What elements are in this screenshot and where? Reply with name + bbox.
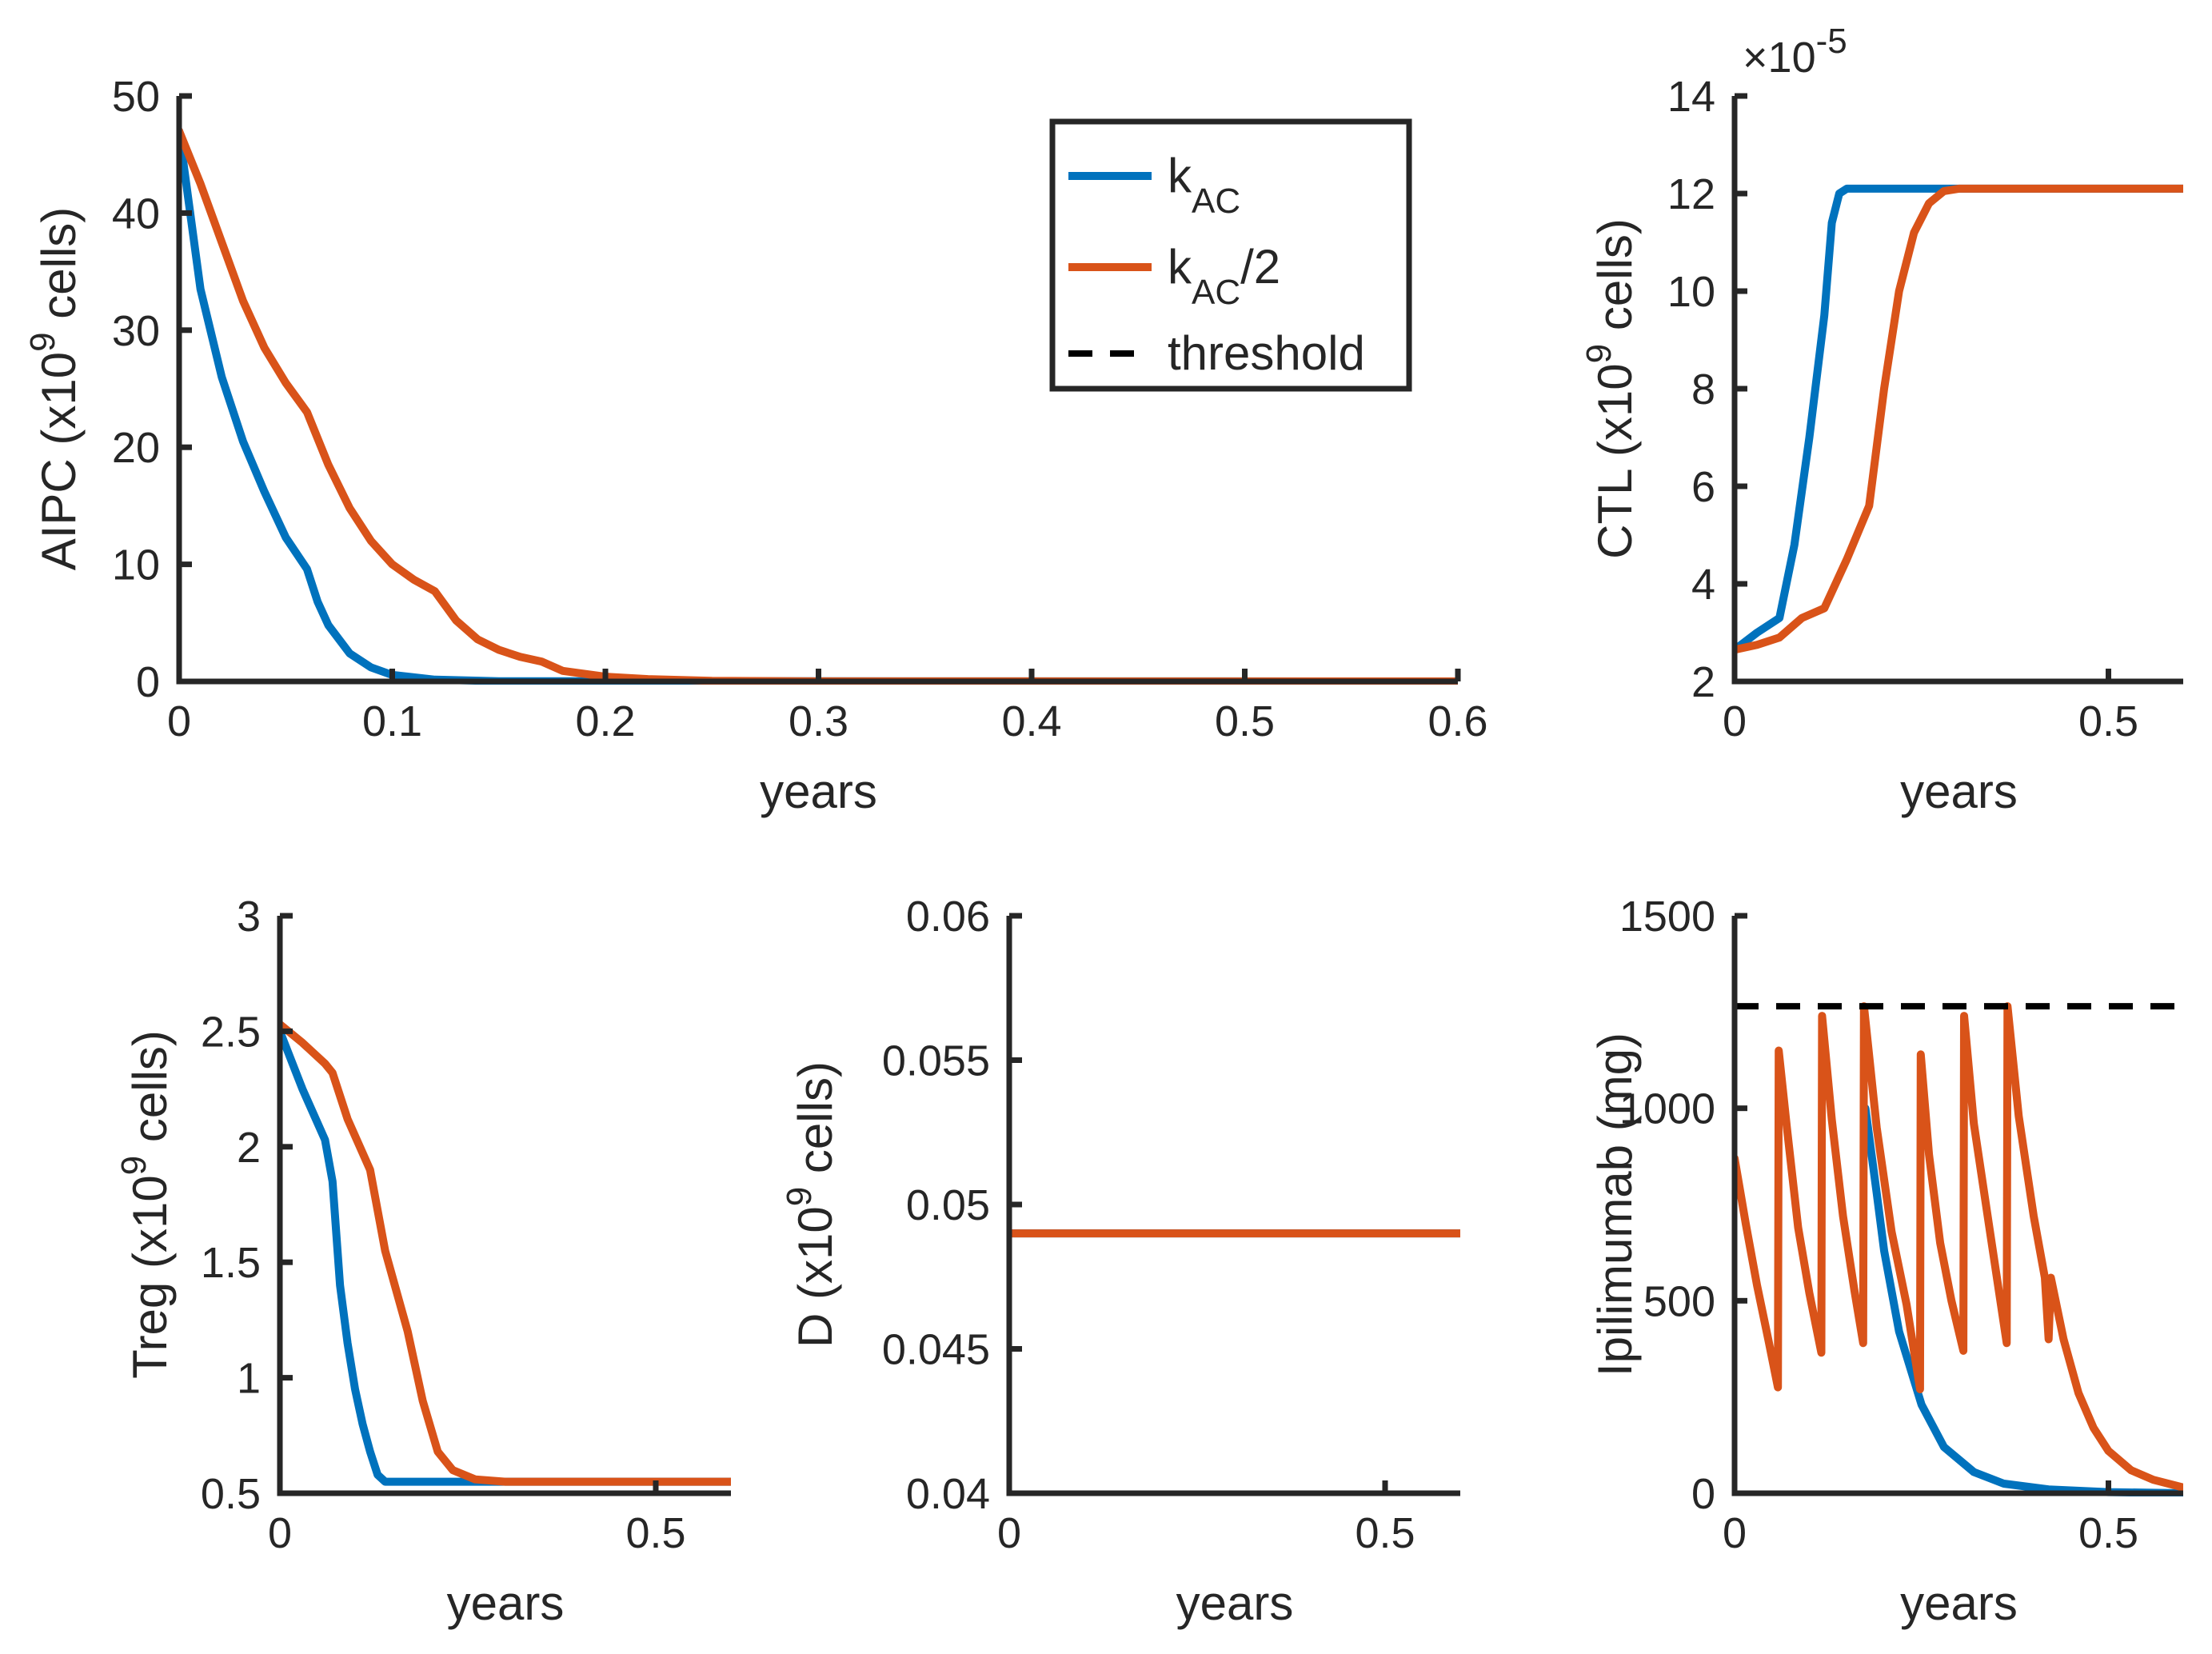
x-tick-label: 0.6 [1427,697,1487,745]
y-axis-label: Ipilimumab (mg) [1588,1033,1642,1376]
y-tick-label: 4 [1691,561,1715,609]
y-tick-label: 14 [1667,73,1715,121]
y-tick-label: 50 [112,73,160,121]
x-axis-label: years [760,765,877,818]
y-tick-label: 0.045 [882,1326,990,1374]
chart-d: 0 0.5 0.04 0.045 0.05 0.055 0.06 years D (x109 c… [780,893,1460,1630]
legend-box [1049,118,1412,392]
x-tick-label: 0 [1723,697,1747,745]
x-tick-label: 0 [268,1509,292,1557]
x-tick-label: 0.2 [575,697,635,745]
x-tick-label: 0.5 [1215,697,1275,745]
chart-ipi: 0 0.5 0 500 1000 1500 years Ipilimumab (mg) [1588,893,2183,1630]
legend: kAC kAC/2 threshold [1049,118,1412,392]
series-line-treg-0 [280,1027,731,1486]
x-tick-label: 0.4 [1001,697,1061,745]
y-tick-label: 10 [112,541,160,589]
y-tick-label: 20 [112,424,160,472]
x-tick-label: 0.3 [789,697,848,745]
y-tick-label: 3 [237,893,261,941]
x-tick-label: 0.5 [2078,697,2138,745]
x-axis-label: years [447,1576,565,1630]
x-tick-label: 0.5 [2078,1509,2138,1557]
y-axis-label: AIPC (x109 cells) [23,207,86,571]
y-tick-label: 2 [237,1124,261,1172]
y-tick-label: 0.05 [906,1181,990,1229]
y-tick-label: 30 [112,307,160,355]
y-tick-label: 0 [1691,1470,1715,1518]
x-tick-label: 0.5 [625,1509,685,1557]
y-tick-label: 0 [136,658,160,706]
series-line-aipc-1 [179,126,1458,685]
y-tick-label: 1 [237,1355,261,1403]
chart-ctl: 0 0.5 2 4 6 8 10 12 14 years CTL (x109 cells) ×10-5 [1579,22,2183,818]
y-axis-label: Treg (x109 cells) [114,1030,177,1379]
legend-label: threshold [1168,326,1365,380]
y-tick-label: 0.055 [882,1037,990,1085]
series-line-ipi-1 [1735,1002,2183,1492]
y-tick-label: 2 [1691,658,1715,706]
y-tick-label: 0.06 [906,893,990,941]
y-tick-label: 6 [1691,463,1715,511]
y-tick-label: 1500 [1619,893,1715,941]
y-axis-label: D (x109 cells) [780,1061,842,1348]
y-tick-label: 500 [1643,1277,1715,1325]
y-tick-label: 1.5 [201,1239,261,1287]
axis-exponent-label: ×10-5 [1743,22,1847,82]
y-tick-label: 1000 [1619,1085,1715,1133]
chart-aipc: 0 0.1 0.2 0.3 0.4 0.5 0.6 0 10 20 30 40 50 years AIPC … [23,73,1488,818]
series-line-ctl-0 [1735,184,2183,654]
y-tick-label: 40 [112,190,160,238]
series-line-treg-1 [280,1020,731,1486]
x-axis-label: years [1900,765,2018,818]
y-tick-label: 12 [1667,170,1715,218]
y-tick-label: 0.04 [906,1470,990,1518]
x-tick-label: 0 [167,697,191,745]
x-axis-label: years [1176,1576,1294,1630]
x-tick-label: 0 [997,1509,1021,1557]
y-tick-label: 8 [1691,366,1715,414]
series-line-aipc-0 [179,126,1458,685]
x-tick-label: 0 [1723,1509,1747,1557]
series-line-ipi-0 [1861,1104,2183,1496]
y-axis-label: CTL (x109 cells) [1579,218,1642,559]
legend-label: kAC/2 [1168,240,1280,312]
x-axis-label: years [1900,1576,2018,1630]
legend-label: kAC [1168,149,1240,221]
series-line-ctl-1 [1735,184,2183,654]
y-tick-label: 2.5 [201,1008,261,1056]
x-tick-label: 0.5 [1355,1509,1415,1557]
y-tick-label: 0.5 [201,1470,261,1518]
x-tick-label: 0.1 [362,697,422,745]
y-tick-label: 10 [1667,268,1715,316]
